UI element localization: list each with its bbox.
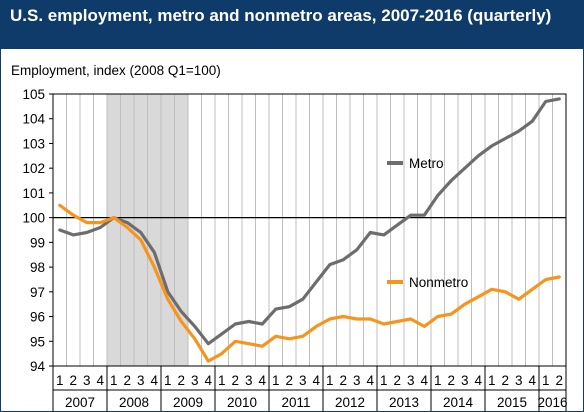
chart-header: U.S. employment, metro and nonmetro area… xyxy=(1,1,583,49)
x-quarter-label: 4 xyxy=(96,373,104,388)
x-quarter-label: 2 xyxy=(555,373,563,388)
x-quarter-label: 2 xyxy=(339,373,347,388)
x-quarter-label: 2 xyxy=(69,373,77,388)
x-quarter-label: 3 xyxy=(137,373,145,388)
x-year-label: 2016 xyxy=(537,395,567,410)
series-line-nonmetro xyxy=(58,203,561,363)
chart-title: U.S. employment, metro and nonmetro area… xyxy=(10,6,552,25)
x-year-label: 2012 xyxy=(335,395,365,410)
y-tick-label: 95 xyxy=(30,334,45,349)
legend-label-nonmetro: Nonmetro xyxy=(409,275,468,290)
x-quarter-label: 4 xyxy=(258,373,266,388)
x-quarter-label: 2 xyxy=(393,373,401,388)
legend-label-metro: Metro xyxy=(409,156,444,171)
x-quarter-label: 2 xyxy=(447,373,455,388)
y-tick-label: 101 xyxy=(22,186,45,201)
x-quarter-label: 4 xyxy=(474,373,482,388)
x-quarter-label: 4 xyxy=(366,373,374,388)
y-tick-label: 104 xyxy=(22,112,45,127)
x-year-label: 2014 xyxy=(443,395,474,410)
x-quarter-label: 3 xyxy=(245,373,253,388)
x-year-label: 2011 xyxy=(281,395,310,410)
x-year-label: 2008 xyxy=(119,395,149,410)
y-axis-label: Employment, index (2008 Q1=100) xyxy=(11,63,221,78)
x-quarter-label: 3 xyxy=(461,373,469,388)
y-tick-label: 100 xyxy=(22,211,45,226)
x-quarter-label: 3 xyxy=(299,373,307,388)
x-quarter-label: 1 xyxy=(56,373,64,388)
x-year-label: 2009 xyxy=(173,395,203,410)
x-quarter-label: 1 xyxy=(380,373,388,388)
x-quarter-label: 1 xyxy=(272,373,280,388)
y-tick-label: 102 xyxy=(22,161,45,176)
y-tick-label: 97 xyxy=(30,285,45,300)
x-quarter-label: 2 xyxy=(501,373,509,388)
plot-border xyxy=(52,93,567,367)
x-quarter-label: 1 xyxy=(434,373,442,388)
x-quarter-label: 4 xyxy=(204,373,212,388)
y-tick-label: 99 xyxy=(30,235,45,250)
x-quarter-label: 4 xyxy=(420,373,428,388)
x-quarter-label: 3 xyxy=(353,373,361,388)
x-quarter-label: 4 xyxy=(150,373,158,388)
x-quarter-label: 4 xyxy=(528,373,536,388)
x-quarter-label: 1 xyxy=(164,373,172,388)
x-quarter-label: 2 xyxy=(177,373,185,388)
x-quarter-label: 2 xyxy=(123,373,131,388)
series-line-metro xyxy=(58,97,561,346)
y-tick-label: 98 xyxy=(30,260,45,275)
x-quarter-label: 1 xyxy=(218,373,226,388)
x-year-label: 2010 xyxy=(227,395,257,410)
x-quarter-label: 1 xyxy=(542,373,550,388)
x-quarter-label: 3 xyxy=(191,373,199,388)
x-quarter-label: 3 xyxy=(407,373,415,388)
x-quarter-label: 2 xyxy=(231,373,239,388)
y-tick-label: 105 xyxy=(22,87,45,102)
x-quarter-label: 3 xyxy=(83,373,91,388)
x-year-label: 2013 xyxy=(389,395,419,410)
x-quarter-label: 3 xyxy=(515,373,523,388)
y-tick-label: 103 xyxy=(22,136,45,151)
x-quarter-label: 2 xyxy=(285,373,293,388)
x-quarter-label: 1 xyxy=(326,373,334,388)
x-quarter-label: 4 xyxy=(312,373,320,388)
y-tick-label: 94 xyxy=(30,359,46,374)
y-tick-label: 96 xyxy=(30,310,45,325)
x-year-label: 2015 xyxy=(497,395,527,410)
x-quarter-label: 1 xyxy=(488,373,496,388)
x-year-label: 2007 xyxy=(65,395,95,410)
x-quarter-label: 1 xyxy=(110,373,118,388)
